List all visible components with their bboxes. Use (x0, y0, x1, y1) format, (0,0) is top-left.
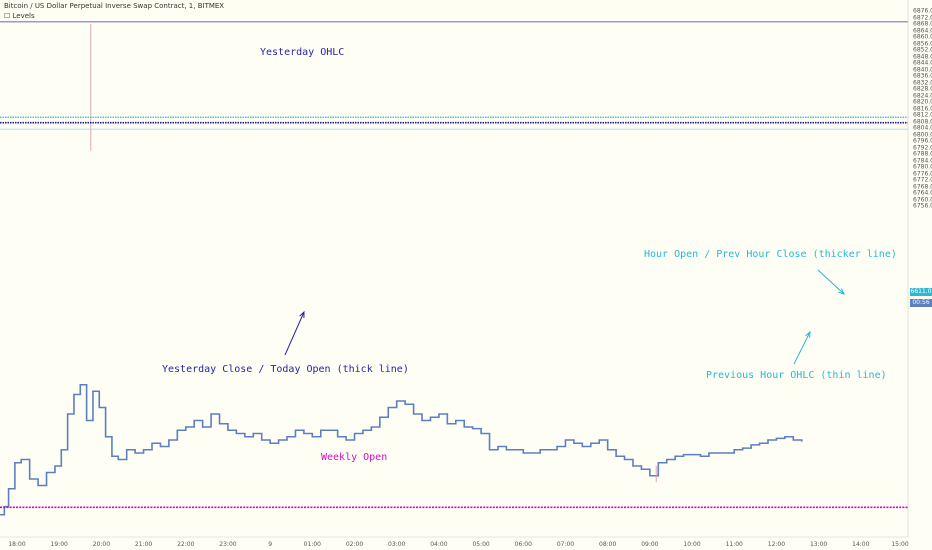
y-tick-label: 6832.0 (913, 79, 932, 86)
x-tick-label: 02:00 (345, 541, 364, 548)
yesterday-close-label: Yesterday Close / Today Open (thick line… (162, 364, 409, 375)
y-tick-label: 6864.0 (913, 27, 932, 34)
y-tick-label: 6828.0 (913, 85, 932, 93)
weekly-open-label: Weekly Open (321, 452, 388, 463)
x-tick-label: 9 (268, 541, 273, 548)
y-tick-label: 6788.0 (913, 150, 932, 158)
y-tick-label: 6852.0 (913, 46, 932, 54)
x-tick-label: 21:00 (134, 541, 153, 548)
y-tick-label: 6824.0 (913, 92, 932, 99)
x-tick-label: 03:00 (388, 541, 406, 548)
y-tick-label: 6780.0 (913, 163, 932, 171)
x-tick-label: 12:00 (767, 541, 786, 548)
level-lines (0, 21, 908, 509)
y-tick-label: 6756.0 (913, 202, 932, 210)
previous-hour-arrow-head (805, 330, 811, 339)
x-tick-label: 15:00 (891, 541, 909, 548)
x-tick-label: 06:00 (514, 541, 532, 548)
previous-hour-arrow (793, 331, 811, 365)
price-series (0, 24, 803, 516)
y-tick-label: 6820.0 (913, 98, 932, 106)
x-tick-label: 22:00 (177, 541, 195, 548)
indicator-name: Levels (12, 12, 35, 20)
y-tick-label: 6844.0 (913, 59, 932, 67)
y-tick-label: 6840.0 (913, 66, 932, 73)
x-tick-label: 18:00 (8, 541, 26, 548)
hour-open-arrow-head (838, 288, 845, 295)
x-tick-label: 19:00 (50, 541, 68, 548)
x-tick-label: 13:00 (809, 541, 828, 548)
previous-hour-label: Previous Hour OHLC (thin line) (706, 370, 887, 381)
x-tick-label: 08:00 (599, 541, 617, 548)
y-tick-label: 6856.0 (913, 40, 932, 47)
y-tick-label: 6808.0 (913, 118, 932, 125)
hour-open-arrow (817, 269, 845, 295)
annotation-arrows (284, 269, 845, 365)
x-tick-label: 10:00 (683, 541, 701, 548)
x-tick-label: 01:00 (303, 541, 321, 548)
indicator-label[interactable]: ☐ Levels (4, 12, 35, 20)
yesterday-close-arrow-head (299, 310, 305, 319)
yesterday-ohlc-label: Yesterday OHLC (260, 47, 345, 58)
x-tick-label: 23:00 (219, 541, 237, 548)
eye-icon[interactable]: ☐ (4, 12, 13, 20)
y-tick-label: 6876.0 (913, 7, 932, 15)
y-tick-label: 6760.0 (913, 196, 932, 203)
x-tick-label: 07:00 (556, 541, 575, 548)
y-tick-label: 6768.0 (913, 183, 932, 190)
x-tick-label: 04:00 (430, 541, 448, 548)
y-tick-label: 6812.0 (913, 111, 932, 119)
y-tick-label: 6800.0 (913, 131, 932, 138)
x-tick-label: 20:00 (92, 541, 111, 548)
x-tick-label: 14:00 (852, 541, 870, 548)
y-tick-label: 6776.0 (913, 170, 932, 177)
y-tick-label: 6836.0 (913, 72, 932, 80)
y-tick-label: 6872.0 (913, 14, 932, 21)
countdown-badge: 00:56 (910, 299, 932, 307)
y-tick-label: 6848.0 (913, 53, 932, 60)
chart-title: Bitcoin / US Dollar Perpetual Inverse Sw… (4, 2, 225, 10)
price-line (0, 383, 803, 516)
x-tick-label: 05:00 (472, 541, 490, 548)
y-tick-label: 6804.0 (913, 124, 932, 132)
last-price-badge: 6611.0 (910, 288, 932, 296)
y-tick-label: 6868.0 (913, 20, 932, 28)
yesterday-close-arrow (284, 311, 305, 356)
y-tick-label: 6860.0 (913, 33, 932, 41)
x-tick-label: 09:00 (641, 541, 659, 548)
y-tick-label: 6796.0 (913, 137, 932, 145)
y-tick-label: 6792.0 (913, 144, 932, 151)
hour-open-label: Hour Open / Prev Hour Close (thicker lin… (644, 249, 897, 260)
x-tick-label: 11:00 (725, 541, 743, 548)
y-tick-label: 6772.0 (913, 176, 932, 184)
y-tick-label: 6784.0 (913, 157, 932, 164)
y-tick-label: 6816.0 (913, 105, 932, 112)
y-tick-label: 6764.0 (913, 189, 932, 197)
